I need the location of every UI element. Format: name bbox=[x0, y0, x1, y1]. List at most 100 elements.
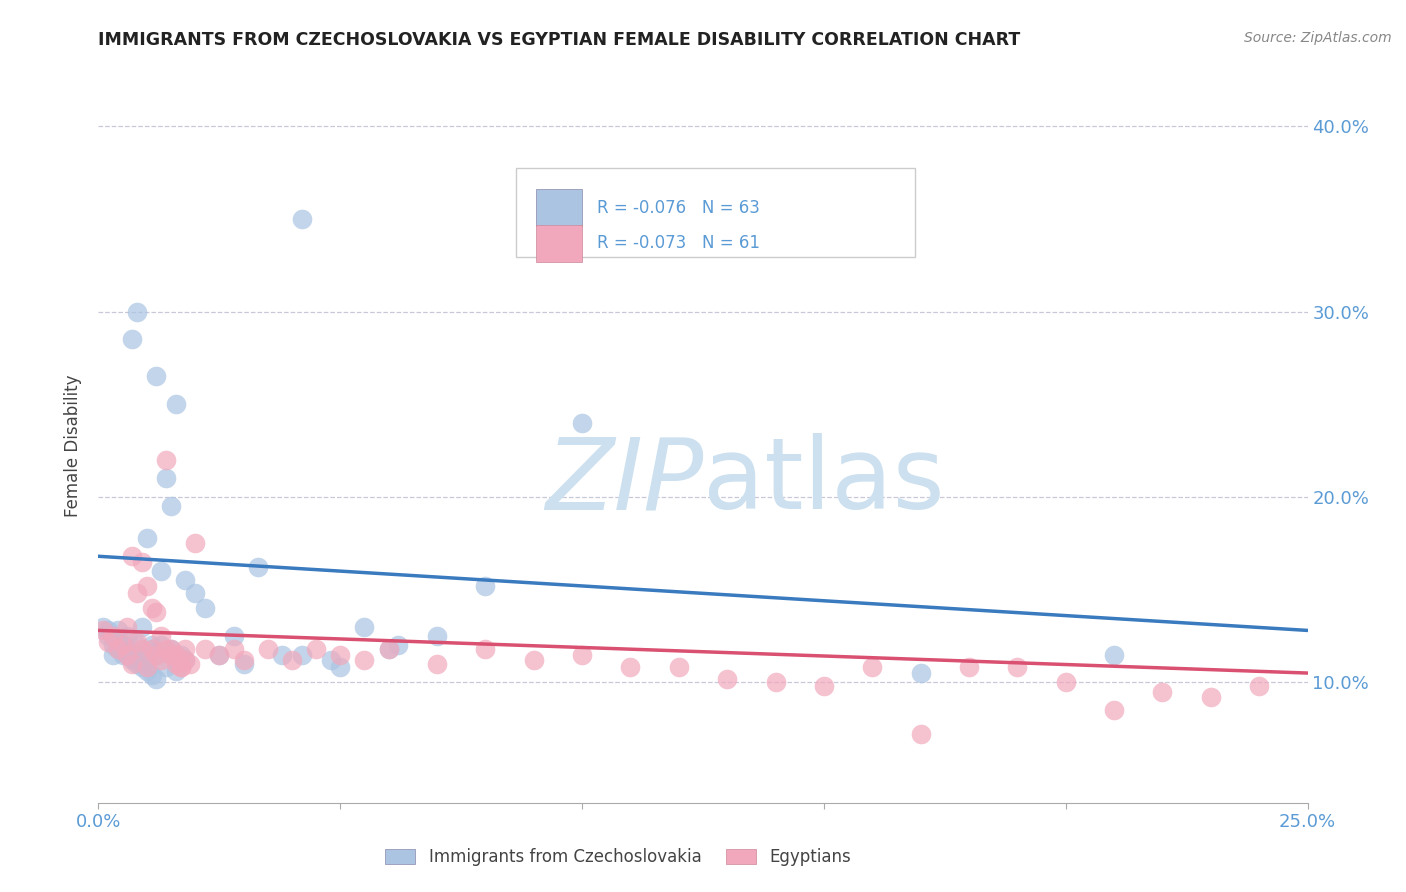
Point bbox=[165, 397, 187, 411]
Text: R = -0.076   N = 63: R = -0.076 N = 63 bbox=[596, 199, 759, 217]
Point bbox=[117, 642, 139, 657]
Point bbox=[155, 453, 177, 467]
Point bbox=[97, 634, 120, 648]
Point bbox=[141, 601, 163, 615]
Point bbox=[184, 586, 207, 600]
Point bbox=[101, 638, 124, 652]
Point bbox=[131, 648, 153, 662]
Point bbox=[97, 624, 120, 638]
Point bbox=[165, 664, 187, 678]
Point bbox=[111, 638, 134, 652]
Point bbox=[91, 620, 114, 634]
Point bbox=[117, 648, 139, 662]
Point bbox=[319, 653, 342, 667]
Point bbox=[208, 648, 231, 662]
Point bbox=[141, 642, 163, 657]
Point bbox=[135, 579, 157, 593]
FancyBboxPatch shape bbox=[516, 168, 915, 257]
Text: atlas: atlas bbox=[703, 434, 945, 530]
Point bbox=[127, 657, 149, 671]
Point bbox=[127, 634, 149, 648]
Point bbox=[101, 648, 124, 662]
Point bbox=[97, 629, 120, 643]
Point bbox=[353, 653, 375, 667]
Point bbox=[150, 638, 173, 652]
Point bbox=[169, 648, 191, 662]
Point bbox=[247, 560, 270, 574]
Point bbox=[571, 648, 593, 662]
Point bbox=[127, 304, 149, 318]
Point bbox=[135, 664, 157, 678]
Point bbox=[290, 211, 312, 226]
Point bbox=[155, 660, 177, 674]
Point bbox=[377, 642, 399, 657]
Point bbox=[121, 653, 143, 667]
Point bbox=[107, 642, 129, 657]
Point bbox=[127, 638, 149, 652]
Point bbox=[716, 672, 738, 686]
Text: IMMIGRANTS FROM CZECHOSLOVAKIA VS EGYPTIAN FEMALE DISABILITY CORRELATION CHART: IMMIGRANTS FROM CZECHOSLOVAKIA VS EGYPTI… bbox=[98, 31, 1021, 49]
Point bbox=[117, 620, 139, 634]
Point bbox=[184, 536, 207, 550]
Point bbox=[271, 648, 294, 662]
Point bbox=[474, 579, 496, 593]
Point bbox=[107, 624, 129, 638]
Point bbox=[305, 642, 328, 657]
Point bbox=[329, 648, 352, 662]
Point bbox=[155, 471, 177, 485]
Point bbox=[150, 653, 173, 667]
Point bbox=[194, 601, 217, 615]
Point bbox=[174, 653, 197, 667]
Point bbox=[222, 629, 245, 643]
Point bbox=[1102, 648, 1125, 662]
Point bbox=[121, 549, 143, 564]
Point bbox=[523, 653, 546, 667]
Y-axis label: Female Disability: Female Disability bbox=[65, 375, 83, 517]
Point bbox=[160, 500, 183, 514]
Point bbox=[232, 653, 254, 667]
Point bbox=[668, 660, 690, 674]
Point bbox=[160, 642, 183, 657]
Point bbox=[160, 648, 183, 662]
Point bbox=[121, 333, 143, 347]
Point bbox=[101, 629, 124, 643]
Point bbox=[165, 648, 187, 662]
Point bbox=[222, 642, 245, 657]
Bar bbox=[536, 225, 582, 262]
Point bbox=[135, 653, 157, 667]
Point bbox=[1102, 703, 1125, 717]
Point bbox=[619, 660, 641, 674]
Point bbox=[174, 574, 197, 588]
Point bbox=[169, 660, 191, 674]
Point bbox=[957, 660, 980, 674]
Point bbox=[1054, 675, 1077, 690]
Point bbox=[377, 642, 399, 657]
Point bbox=[111, 638, 134, 652]
Point bbox=[353, 620, 375, 634]
Point bbox=[117, 629, 139, 643]
Text: ZIP: ZIP bbox=[544, 434, 703, 530]
Point bbox=[145, 648, 167, 662]
Point bbox=[329, 660, 352, 674]
Point bbox=[281, 653, 304, 667]
Point bbox=[141, 642, 163, 657]
Point bbox=[387, 638, 409, 652]
Point bbox=[571, 416, 593, 430]
Point bbox=[813, 679, 835, 693]
Point bbox=[860, 660, 883, 674]
Point bbox=[426, 629, 449, 643]
Point bbox=[1249, 679, 1271, 693]
Point bbox=[910, 727, 932, 741]
Text: R = -0.073   N = 61: R = -0.073 N = 61 bbox=[596, 235, 759, 252]
Point bbox=[135, 660, 157, 674]
Point bbox=[426, 657, 449, 671]
Point bbox=[765, 675, 787, 690]
Point bbox=[127, 586, 149, 600]
Point bbox=[91, 624, 114, 638]
Point bbox=[290, 648, 312, 662]
Point bbox=[121, 651, 143, 665]
Bar bbox=[536, 189, 582, 227]
Point bbox=[145, 648, 167, 662]
Point bbox=[145, 369, 167, 384]
Point bbox=[141, 668, 163, 682]
